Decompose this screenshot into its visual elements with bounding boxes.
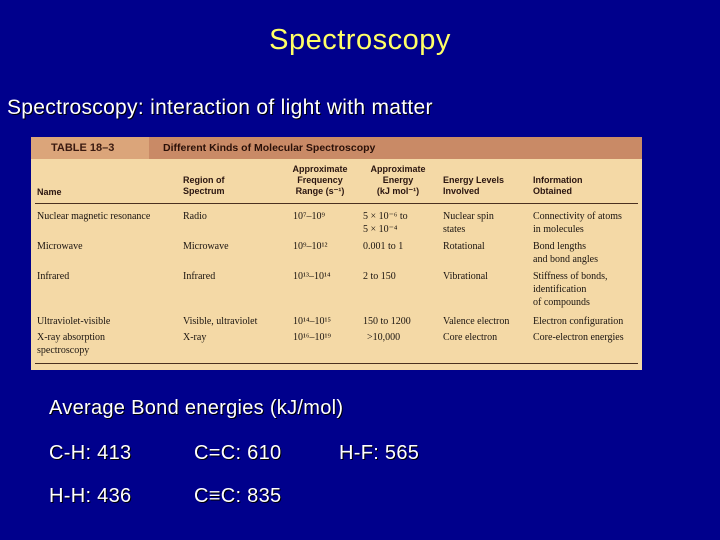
col-header-info: Information Obtained: [533, 175, 583, 196]
col-header-region: Region of Spectrum: [183, 175, 225, 196]
row-uv-vis-info: Electron configuration: [533, 316, 624, 327]
row-nmr-name: Nuclear magnetic resonance: [37, 211, 151, 222]
row-xray-energy: >10,000: [367, 332, 401, 343]
bond-c-double-c: C=C: 610: [194, 442, 282, 464]
row-infrared-name: Infrared: [37, 271, 70, 282]
row-infrared-energy: 2 to 150: [363, 271, 396, 282]
table-header-rule: [35, 203, 638, 204]
table-caption: Different Kinds of Molecular Spectroscop…: [163, 142, 376, 154]
row-microwave-levels: Rotational: [443, 241, 485, 252]
row-microwave-name: Microwave: [37, 241, 83, 252]
bond-h-f: H-F: 565: [339, 442, 420, 464]
row-microwave-energy: 0.001 to 1: [363, 241, 404, 252]
row-uv-vis-energy: 150 to 1200: [363, 316, 411, 327]
row-uv-vis-region: Visible, ultraviolet: [183, 316, 258, 327]
slide-title: Spectroscopy: [269, 24, 451, 56]
bond-c-h: C-H: 413: [49, 442, 132, 464]
bond-energies-heading: Average Bond energies (kJ/mol): [49, 397, 344, 419]
row-microwave-region: Microwave: [183, 241, 229, 252]
spectroscopy-table: TABLE 18–3 Different Kinds of Molecular …: [31, 137, 642, 370]
row-uv-vis-frequency: 10¹⁴–10¹⁵: [293, 316, 331, 327]
row-infrared-frequency: 10¹³–10¹⁴: [293, 271, 331, 282]
table-bottom-rule: [35, 363, 638, 364]
table-header-bar: [31, 137, 642, 159]
row-nmr-region: Radio: [183, 211, 207, 222]
table-number: TABLE 18–3: [31, 137, 149, 159]
row-uv-vis-name: Ultraviolet-visible: [37, 316, 111, 327]
row-xray-name: X-ray absorption spectroscopy: [37, 332, 106, 356]
row-infrared-info: Stiffness of bonds, identification of co…: [533, 271, 608, 308]
row-infrared-region: Infrared: [183, 271, 216, 282]
col-header-name: Name: [37, 187, 62, 197]
slide-subtitle: Spectroscopy: interaction of light with …: [7, 96, 433, 119]
row-microwave-frequency: 10⁹–10¹²: [293, 241, 328, 252]
row-xray-region: X-ray: [183, 332, 207, 343]
col-header-energy: Approximate Energy (kJ mol⁻¹): [370, 164, 426, 196]
row-nmr-energy: 5 × 10⁻⁶ to 5 × 10⁻⁴: [363, 211, 408, 235]
row-xray-frequency: 10¹⁶–10¹⁹: [293, 332, 331, 343]
row-nmr-info: Connectivity of atoms in molecules: [533, 211, 622, 235]
row-uv-vis-levels: Valence electron: [443, 316, 510, 327]
row-nmr-levels: Nuclear spin states: [443, 211, 494, 235]
col-header-levels: Energy Levels Involved: [443, 175, 505, 196]
row-nmr-frequency: 10⁷–10⁹: [293, 211, 325, 222]
row-xray-levels: Core electron: [443, 332, 498, 343]
col-header-frequency: Approximate Frequency Range (s⁻¹): [292, 164, 348, 196]
row-xray-info: Core-electron energies: [533, 332, 624, 343]
row-infrared-levels: Vibrational: [443, 271, 488, 282]
row-microwave-info: Bond lengths and bond angles: [533, 241, 598, 265]
bond-h-h: H-H: 436: [49, 485, 132, 507]
bond-c-triple-c: C≡C: 835: [194, 485, 282, 507]
